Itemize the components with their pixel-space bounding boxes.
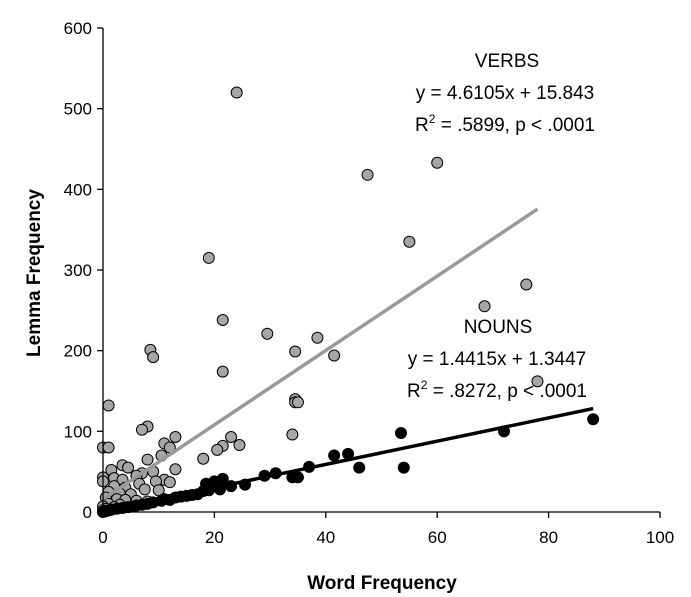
verbs-trendline xyxy=(102,207,539,501)
verbs-point xyxy=(328,349,341,362)
verbs-point xyxy=(141,453,154,466)
verbs-point xyxy=(102,441,115,454)
x-tick-label: 60 xyxy=(428,528,447,547)
x-tick-label: 80 xyxy=(539,528,558,547)
y-tick-label: 0 xyxy=(83,503,92,522)
nouns-annotation: NOUNS y = 1.4415x + 1.3447 R2 = .8272, p… xyxy=(407,317,587,402)
verbs-point xyxy=(216,365,229,378)
verbs-point xyxy=(169,463,182,476)
chart-marks xyxy=(97,86,600,518)
verbs-point xyxy=(478,300,491,313)
nouns-trendline xyxy=(102,406,594,513)
verbs-point xyxy=(403,235,416,248)
verbs-point xyxy=(169,430,182,443)
nouns-r2: R2 = .8272, p < .0001 xyxy=(407,378,587,402)
nouns-point xyxy=(291,471,304,484)
y-tick-label: 400 xyxy=(64,180,92,199)
verbs-point xyxy=(286,428,299,441)
verbs-point xyxy=(233,439,246,452)
x-tick-label: 20 xyxy=(205,528,224,547)
verbs-point xyxy=(431,156,444,169)
verbs-equation: y = 4.6105x + 15.843 xyxy=(416,83,595,104)
nouns-r2-rest: = .8272, p < .0001 xyxy=(427,381,587,402)
y-tick-label: 300 xyxy=(64,261,92,280)
verbs-point xyxy=(138,483,151,496)
nouns-point xyxy=(328,449,341,462)
verbs-point xyxy=(202,251,215,264)
verbs-point xyxy=(289,345,302,358)
nouns-point xyxy=(397,461,410,474)
x-tick-label: 100 xyxy=(646,528,674,547)
verbs-point xyxy=(216,314,229,327)
verbs-point xyxy=(311,331,324,344)
series-verbs xyxy=(97,86,544,517)
y-tick-label: 200 xyxy=(64,342,92,361)
verbs-point xyxy=(102,399,115,412)
verbs-point xyxy=(147,351,160,364)
verbs-point xyxy=(531,375,544,388)
verbs-point xyxy=(211,443,224,456)
y-axis-title: Lemma Frequency xyxy=(24,189,45,357)
nouns-point xyxy=(353,461,366,474)
x-tick-label: 40 xyxy=(316,528,335,547)
verbs-point xyxy=(520,278,533,291)
verbs-point xyxy=(261,327,274,340)
verbs-point xyxy=(225,430,238,443)
verbs-r2-prefix: R xyxy=(415,115,429,136)
verbs-r2-rest: = .5899, p < .0001 xyxy=(435,115,595,136)
verbs-r2: R2 = .5899, p < .0001 xyxy=(415,112,595,136)
verbs-point xyxy=(361,168,374,181)
x-axis-title: Word Frequency xyxy=(307,573,457,594)
verbs-r2-sup: 2 xyxy=(429,112,436,126)
verbs-annotation: VERBS y = 4.6105x + 15.843 R2 = .5899, p… xyxy=(415,51,595,136)
nouns-label: NOUNS xyxy=(464,317,533,338)
y-tick-label: 100 xyxy=(64,422,92,441)
y-tick-label: 500 xyxy=(64,100,92,119)
nouns-equation: y = 1.4415x + 1.3447 xyxy=(408,349,587,370)
chart-axes: 0 100 200 300 400 500 600 0 20 40 60 80 100 xyxy=(64,19,675,547)
nouns-point xyxy=(394,426,407,439)
verbs-point xyxy=(122,461,135,474)
nouns-point xyxy=(587,413,600,426)
verbs-point xyxy=(135,423,148,436)
nouns-r2-sup: 2 xyxy=(421,378,428,392)
verbs-point xyxy=(291,396,304,409)
verbs-point xyxy=(163,476,176,489)
y-tick-label: 600 xyxy=(64,19,92,38)
verbs-point xyxy=(197,452,210,465)
nouns-r2-prefix: R xyxy=(407,381,421,402)
x-tick-label: 0 xyxy=(98,528,107,547)
verbs-point xyxy=(230,86,243,99)
verbs-label: VERBS xyxy=(475,51,539,72)
